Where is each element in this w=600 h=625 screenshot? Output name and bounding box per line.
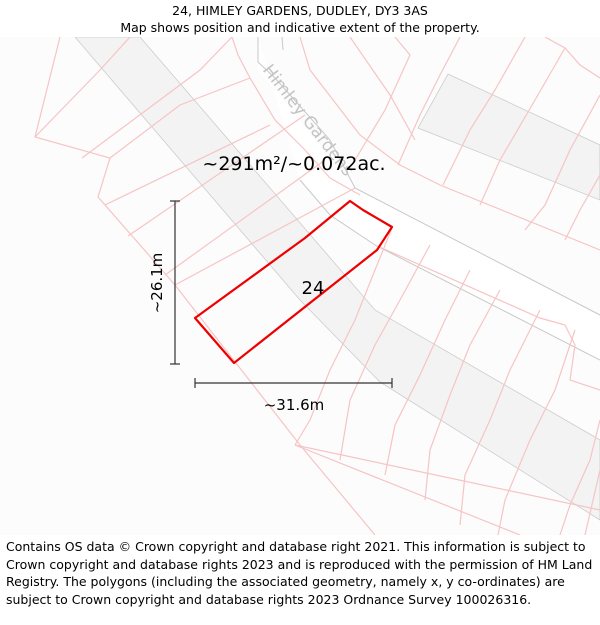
width-dimension-label: ~31.6m <box>264 396 325 414</box>
height-dimension <box>170 200 180 365</box>
building-strip-west <box>74 37 600 521</box>
property-boundary[interactable] <box>193 199 394 365</box>
parcel-boundaries <box>34 37 600 535</box>
area-label: ~291m²/~0.072ac. <box>202 153 385 175</box>
map-subtitle: Map shows position and indicative extent… <box>120 20 480 35</box>
property-number-label: 24 <box>302 278 325 299</box>
property-address-title: 24, HIMLEY GARDENS, DUDLEY, DY3 3AS <box>172 3 428 18</box>
road-himley-gardens <box>257 37 600 361</box>
height-dimension-label: ~26.1m <box>148 253 166 314</box>
copyright-attribution: Contains OS data © Crown copyright and d… <box>6 539 593 607</box>
building-strip-east <box>417 73 600 201</box>
property-map[interactable]: Himley Gardens ~291m²/~0.072ac. 24 ~26.1… <box>0 37 600 535</box>
map-header: 24, HIMLEY GARDENS, DUDLEY, DY3 3AS Map … <box>0 0 600 37</box>
width-dimension <box>194 378 393 388</box>
